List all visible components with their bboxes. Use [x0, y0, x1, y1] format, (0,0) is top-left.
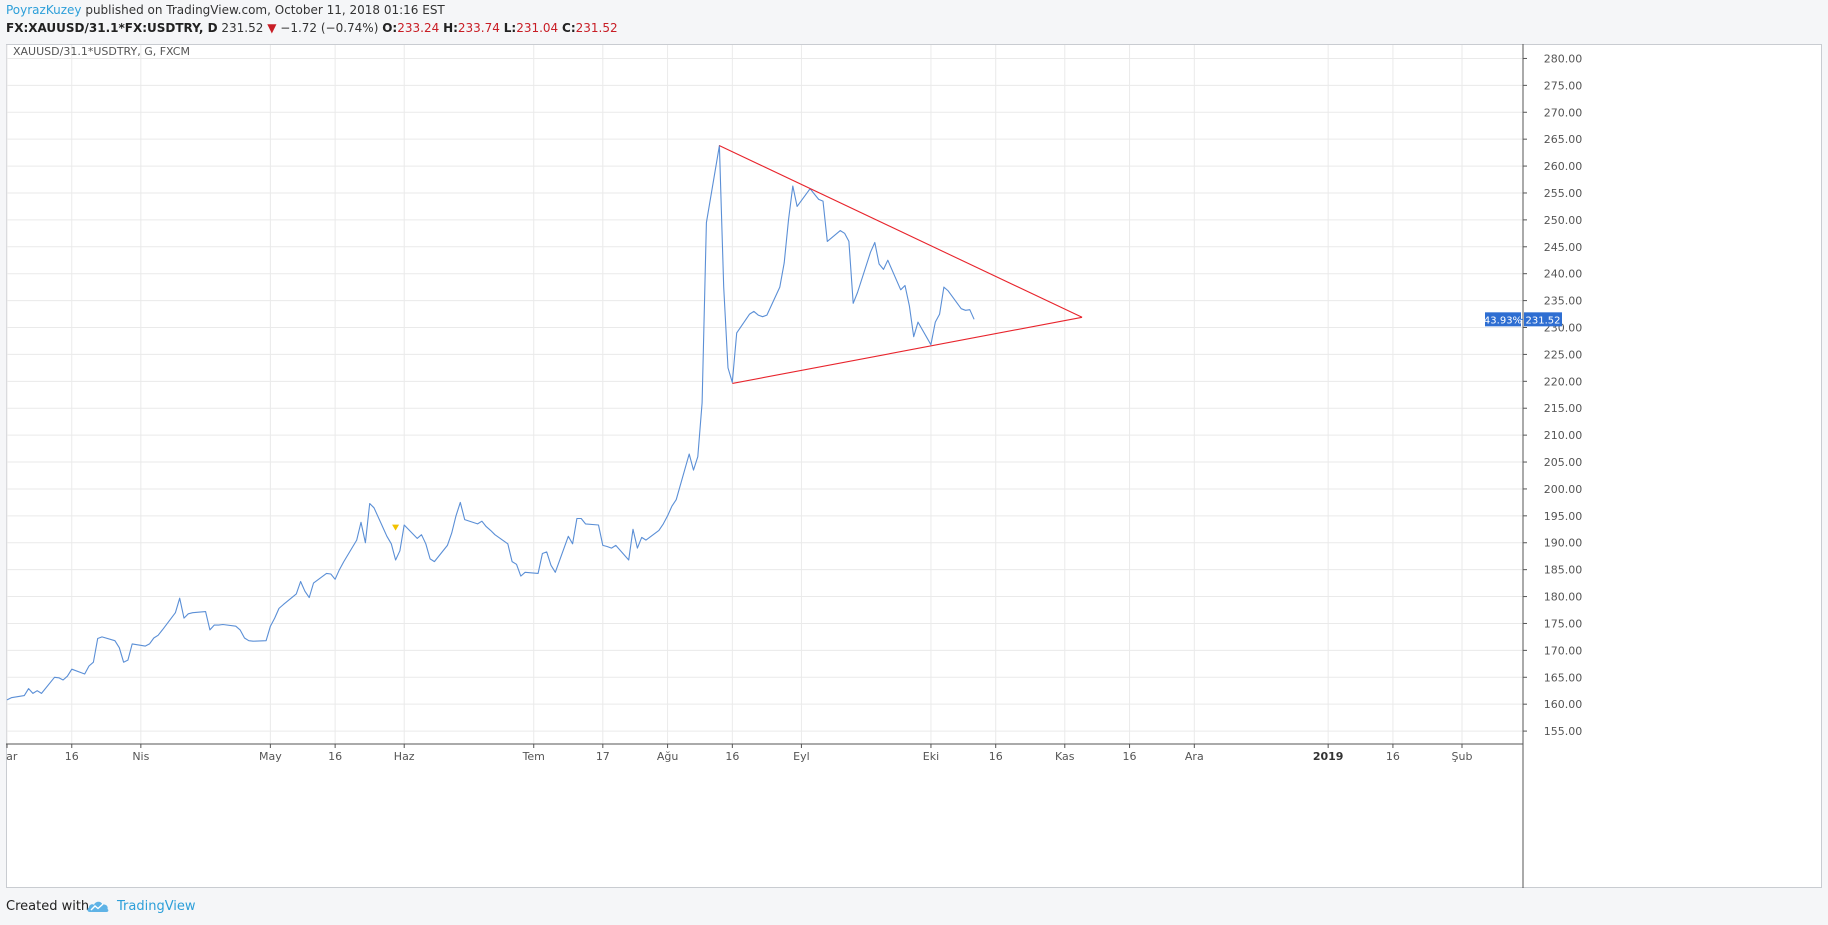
y-tick-label: 200.00 — [1544, 483, 1583, 496]
x-tick-label: Nis — [132, 750, 149, 763]
y-tick-label: 160.00 — [1544, 698, 1583, 711]
chart-frame — [6, 44, 1822, 888]
y-tick-label: 235.00 — [1544, 295, 1583, 308]
symbol-name: FX:XAUUSD/31.1*FX:USDTRY, D — [6, 21, 218, 35]
x-tick-label: 16 — [65, 750, 79, 763]
publish-info: PoyrazKuzey published on TradingView.com… — [6, 3, 445, 17]
last-price: 231.52 — [221, 21, 264, 35]
high-label: H: — [443, 21, 458, 35]
price-series-line — [6, 145, 975, 701]
symbol-info: FX:XAUUSD/31.1*FX:USDTRY, D 231.52 ▼ −1.… — [6, 21, 618, 35]
x-tick-label: 16 — [328, 750, 342, 763]
y-tick-label: 225.00 — [1544, 348, 1583, 361]
y-tick-label: 270.00 — [1544, 106, 1583, 119]
y-tick-label: 185.00 — [1544, 564, 1583, 577]
y-tick-label: 155.00 — [1544, 725, 1583, 738]
x-tick-label: Şub — [1452, 750, 1473, 763]
percent-label-bg — [1485, 312, 1521, 327]
x-tick-label: Mar — [6, 750, 18, 763]
x-tick-label: Ara — [1185, 750, 1204, 763]
down-arrow-icon: ▼ — [267, 21, 277, 35]
y-tick-label: 255.00 — [1544, 187, 1583, 200]
x-tick-label: 16 — [1123, 750, 1137, 763]
triangle-trendline — [732, 316, 1083, 385]
chart-header: PoyrazKuzey published on TradingView.com… — [0, 0, 1828, 42]
chart-legend: XAUUSD/31.1*USDTRY, G, FXCM — [13, 45, 190, 58]
y-tick-label: 260.00 — [1544, 160, 1583, 173]
x-tick-label: Tem — [522, 750, 545, 763]
x-tick-label: Haz — [394, 750, 415, 763]
x-tick-label: Ağu — [657, 750, 678, 763]
y-tick-label: 175.00 — [1544, 617, 1583, 630]
x-tick-label: 2019 — [1313, 750, 1344, 763]
y-tick-label: 165.00 — [1544, 671, 1583, 684]
price-change: −1.72 (−0.74%) — [280, 21, 379, 35]
x-tick-label: Eyl — [793, 750, 810, 763]
footer: Created with TradingView — [0, 892, 1828, 925]
percent-label: 43.93% — [1484, 315, 1522, 326]
low-label: L: — [503, 21, 517, 35]
y-tick-label: 275.00 — [1544, 79, 1583, 92]
price-chart[interactable]: 155.00 160.00 165.00 170.00 175.00 180.00 185.… — [6, 44, 1822, 888]
created-with-text: Created with — [6, 899, 90, 914]
y-tick-label: 220.00 — [1544, 375, 1583, 388]
y-tick-label: 250.00 — [1544, 214, 1583, 227]
y-tick-label: 265.00 — [1544, 133, 1583, 146]
author-link[interactable]: PoyrazKuzey — [6, 3, 82, 17]
x-tick-label: 17 — [596, 750, 610, 763]
triangle-trendline — [719, 145, 1083, 318]
event-marker-icon — [392, 524, 400, 531]
y-tick-label: 195.00 — [1544, 510, 1583, 523]
last-price-label: 231.52 — [1526, 315, 1561, 326]
open-label: O: — [382, 21, 398, 35]
x-tick-label: May — [259, 750, 282, 763]
close-value: 231.52 — [575, 21, 618, 35]
low-value: 231.04 — [516, 21, 559, 35]
y-tick-label: 205.00 — [1544, 456, 1583, 469]
y-tick-label: 245.00 — [1544, 241, 1583, 254]
x-tick-label: Eki — [923, 750, 939, 763]
y-tick-label: 280.00 — [1544, 52, 1583, 65]
close-label: C: — [562, 21, 576, 35]
y-tick-label: 190.00 — [1544, 537, 1583, 550]
tradingview-brand[interactable]: TradingView — [117, 899, 196, 914]
open-value: 233.24 — [397, 21, 440, 35]
x-tick-label: 16 — [1386, 750, 1400, 763]
y-tick-label: 215.00 — [1544, 402, 1583, 415]
x-tick-label: 16 — [725, 750, 739, 763]
y-tick-label: 170.00 — [1544, 644, 1583, 657]
tradingview-cloud-icon[interactable] — [86, 898, 110, 914]
y-tick-label: 180.00 — [1544, 591, 1583, 604]
last-price-label-bg — [1524, 312, 1562, 327]
high-value: 233.74 — [457, 21, 500, 35]
y-tick-label: 210.00 — [1544, 429, 1583, 442]
published-text: published on TradingView.com, October 11… — [85, 3, 445, 17]
x-tick-label: Kas — [1055, 750, 1075, 763]
y-tick-label: 240.00 — [1544, 268, 1583, 281]
x-tick-label: 16 — [989, 750, 1003, 763]
